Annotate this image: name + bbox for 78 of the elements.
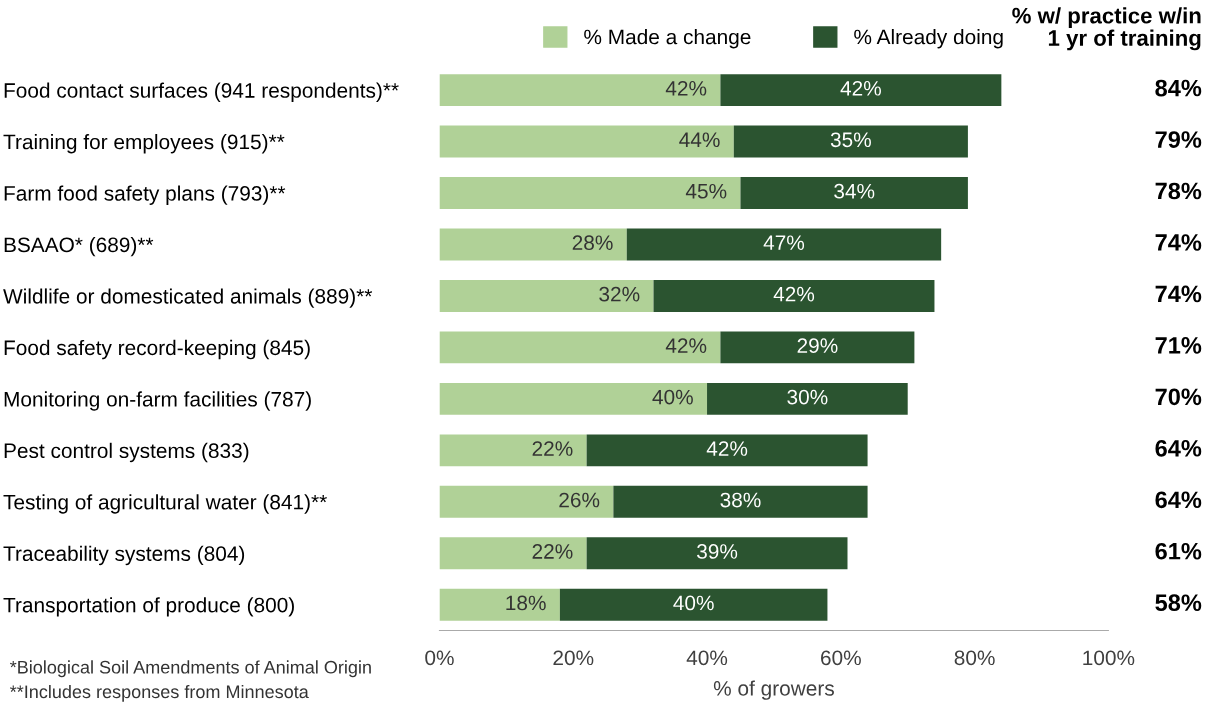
bar xyxy=(439,382,708,415)
data-label: 44% xyxy=(679,132,720,148)
x-tick-label: 20% xyxy=(553,650,594,666)
data-label: 39% xyxy=(697,544,738,559)
data-label: 34% xyxy=(834,183,875,199)
data-label: 42% xyxy=(665,338,707,353)
data-label: 47% xyxy=(763,235,805,250)
text: 71% xyxy=(1155,337,1202,354)
y-tick-label: Farm food safety plans (793)** xyxy=(4,185,286,205)
bar xyxy=(439,331,721,364)
y-tick-label: Testing of agricultural water (841)** xyxy=(3,494,327,514)
y-tick-label: Training for employees (915)** xyxy=(3,133,285,154)
data-label: 28% xyxy=(572,235,613,251)
legend-label: % Already doing xyxy=(854,29,1003,49)
bar xyxy=(559,588,828,621)
bar xyxy=(707,382,908,415)
text: *Biological Soil Amendments of Animal Origin xyxy=(10,660,371,678)
bar xyxy=(613,485,868,518)
bar xyxy=(439,434,587,467)
y-tick-label: Wildlife or domesticated animals (889)** xyxy=(3,288,373,308)
data-label: 42% xyxy=(840,80,881,96)
y-tick-label: Pest control systems (833) xyxy=(4,442,249,463)
data-label: 26% xyxy=(559,492,600,508)
text: % w/ practice w/in 1 yr of training xyxy=(1012,7,1201,51)
text: 79% xyxy=(1155,131,1202,148)
data-label: 45% xyxy=(685,183,727,199)
data-label: 32% xyxy=(599,286,640,302)
text: 64% xyxy=(1155,491,1202,509)
text: 58% xyxy=(1155,594,1202,612)
y-tick-label: Transportation of produce (800) xyxy=(3,597,294,617)
y-tick-label: Monitoring on-farm facilities (787) xyxy=(4,391,311,411)
data-label: 29% xyxy=(797,338,838,353)
data-label: 42% xyxy=(706,441,748,456)
bar xyxy=(439,74,721,107)
data-label: 35% xyxy=(830,132,871,148)
y-tick-label: BSAAO* (689)** xyxy=(4,236,154,257)
text: 61% xyxy=(1155,542,1202,560)
text: 64% xyxy=(1155,439,1202,457)
bar xyxy=(733,125,968,158)
bar xyxy=(740,177,968,209)
x-tick-label: 0% xyxy=(425,650,454,666)
bar xyxy=(439,588,560,621)
bar xyxy=(720,74,1002,107)
data-label: 42% xyxy=(665,80,707,96)
text: 70% xyxy=(1155,388,1202,406)
bar xyxy=(439,537,587,570)
text: **Includes responses from Minnesota xyxy=(10,684,309,702)
bar xyxy=(439,485,614,518)
y-tick-label: Food contact surfaces (941 respondents)** xyxy=(4,82,399,102)
bar xyxy=(653,279,935,312)
y-tick-label: Traceability systems (804) xyxy=(3,545,245,566)
y-tick-label: Food safety record-keeping (845) xyxy=(4,339,310,360)
legend-label: % Made a change xyxy=(584,29,751,49)
x-axis-title: % of growers xyxy=(713,680,834,700)
bar xyxy=(439,228,627,261)
data-label: 40% xyxy=(673,595,714,611)
data-label: 38% xyxy=(720,492,761,508)
data-label: 42% xyxy=(773,286,815,302)
x-tick-label: 80% xyxy=(954,650,995,666)
text: 74% xyxy=(1155,234,1202,251)
data-label: 40% xyxy=(652,389,693,405)
bar xyxy=(586,537,848,570)
x-tick-label: 100% xyxy=(1083,650,1135,666)
data-label: 18% xyxy=(506,595,546,611)
bar xyxy=(439,177,741,209)
data-label: 22% xyxy=(532,544,573,559)
x-tick-label: 40% xyxy=(686,650,728,666)
bar xyxy=(439,279,654,312)
x-tick-label: 60% xyxy=(821,650,861,666)
data-label: 22% xyxy=(532,441,573,456)
bar xyxy=(720,331,915,364)
text: 78% xyxy=(1155,182,1202,200)
text: 84% xyxy=(1155,79,1202,97)
bar xyxy=(626,228,942,261)
data-label: 30% xyxy=(787,389,828,405)
text: 74% xyxy=(1155,285,1202,303)
bar xyxy=(586,434,868,467)
bar xyxy=(439,125,734,158)
